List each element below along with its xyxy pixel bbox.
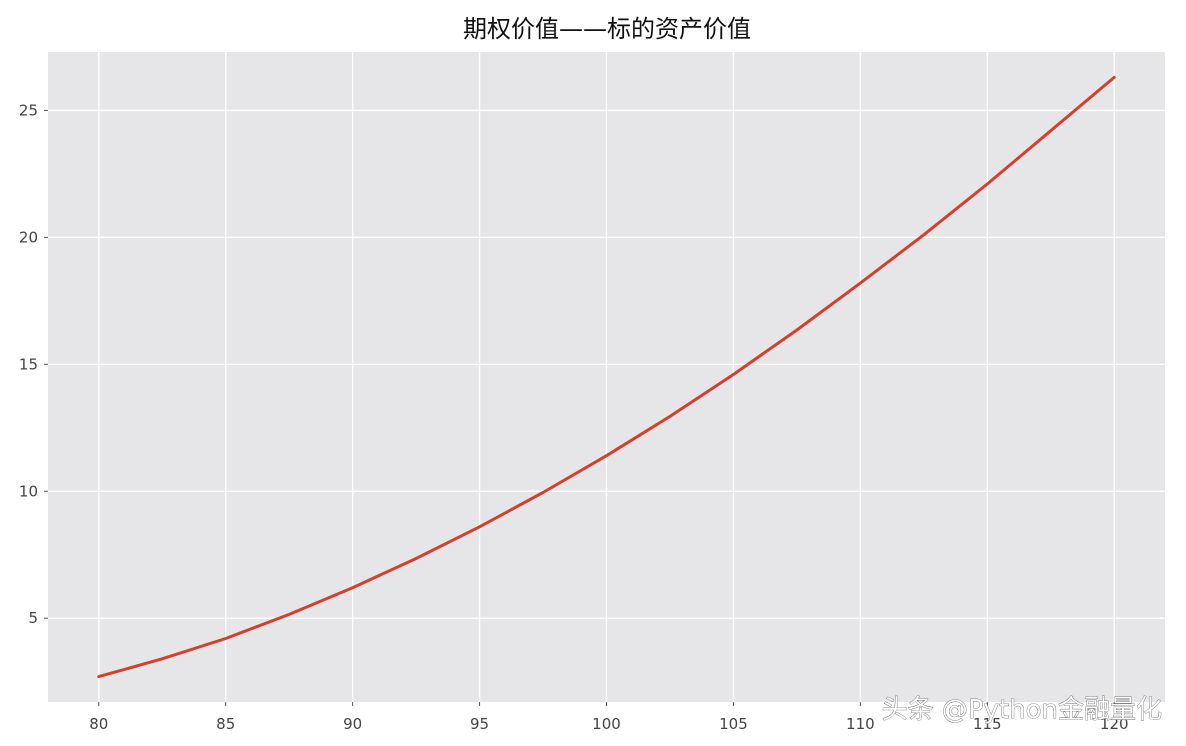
y-tick-label: 10 [19,482,38,500]
series-layer [97,75,1116,679]
y-tick-label: 20 [19,228,38,246]
watermark-text: 头条 @Python金融量化 [882,695,1162,725]
x-tick-label: 105 [719,715,748,733]
grid [48,52,1165,702]
y-tick-label: 15 [19,355,38,373]
x-tick-label: 100 [592,715,621,733]
x-tick-label: 110 [846,715,875,733]
x-tick-label: 95 [470,715,489,733]
chart-title: 期权价值——标的资产价值 [463,15,751,43]
x-tick-label: 115 [973,715,1002,733]
x-tick-label: 90 [343,715,362,733]
series-line [97,75,1116,679]
tick-labels: 80 85 90 95 100 105 110 115 120 5 10 15 20 25 [19,101,1129,733]
x-tick-label: 80 [89,715,108,733]
x-tick-label: 85 [216,715,235,733]
x-tick-label: 120 [1100,715,1129,733]
y-tick-label: 25 [19,101,38,119]
y-tick-label: 5 [28,609,38,627]
